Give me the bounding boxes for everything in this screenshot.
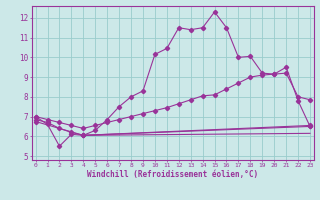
X-axis label: Windchill (Refroidissement éolien,°C): Windchill (Refroidissement éolien,°C) [87, 170, 258, 179]
